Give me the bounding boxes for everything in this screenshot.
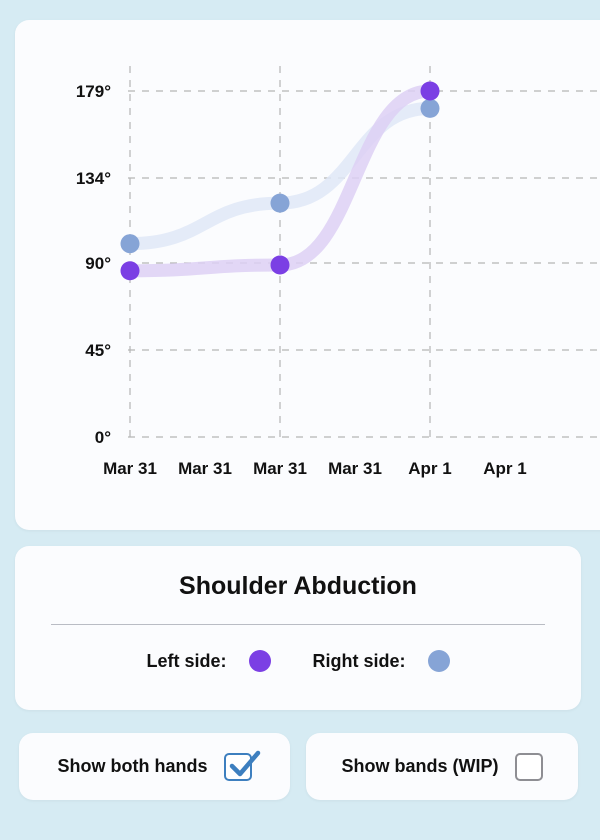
- y-tick-label: 0°: [95, 428, 111, 447]
- legend-item-left: Left side:: [146, 650, 271, 672]
- data-point-right[interactable]: [420, 98, 440, 118]
- x-tick-label: Apr 1: [483, 459, 526, 478]
- show-bands-label: Show bands (WIP): [341, 756, 499, 776]
- y-tick-label: 45°: [85, 341, 111, 360]
- x-tick-label: Mar 31: [178, 459, 232, 478]
- y-tick-label: 179°: [76, 82, 111, 101]
- legend-left-dot-icon: [248, 650, 271, 672]
- x-tick-label: Mar 31: [103, 459, 157, 478]
- legend-item-right: Right side:: [313, 650, 450, 672]
- show-both-hands-label: Show both hands: [57, 756, 208, 776]
- x-tick-label: Mar 31: [328, 459, 382, 478]
- legend-divider: [51, 624, 545, 625]
- range-of-motion-chart: 0° 45° 90° 134° 179° Mar 31 Mar 31 Mar 31 Mar 31…: [76, 66, 600, 478]
- y-tick-label: 90°: [85, 254, 111, 273]
- data-point-right[interactable]: [270, 193, 290, 213]
- show-both-hands-toggle[interactable]: Show both hands: [19, 733, 290, 800]
- data-point-right[interactable]: [120, 234, 140, 254]
- series-line-left: [123, 84, 437, 278]
- legend-right-dot-icon: [427, 650, 450, 672]
- show-both-hands-checkbox[interactable]: [223, 750, 260, 781]
- legend-row: Left side: Right side:: [15, 650, 581, 672]
- show-bands-toggle[interactable]: Show bands (WIP): [306, 733, 578, 800]
- data-point-left[interactable]: [420, 81, 440, 101]
- y-tick-label: 134°: [76, 169, 111, 188]
- data-point-left[interactable]: [270, 255, 290, 275]
- chart-card: 0° 45° 90° 134° 179° Mar 31 Mar 31 Mar 31 Mar 31…: [15, 20, 600, 530]
- show-bands-checkbox[interactable]: [514, 752, 543, 781]
- legend-card: Shoulder Abduction Left side: Right side…: [15, 546, 581, 710]
- x-tick-label: Apr 1: [408, 459, 451, 478]
- exercise-title: Shoulder Abduction: [179, 572, 417, 600]
- legend-left-label: Left side:: [146, 650, 227, 671]
- checkmark-icon: [229, 750, 260, 776]
- data-point-left[interactable]: [120, 261, 140, 281]
- x-tick-label: Mar 31: [253, 459, 307, 478]
- legend-right-label: Right side:: [312, 650, 406, 671]
